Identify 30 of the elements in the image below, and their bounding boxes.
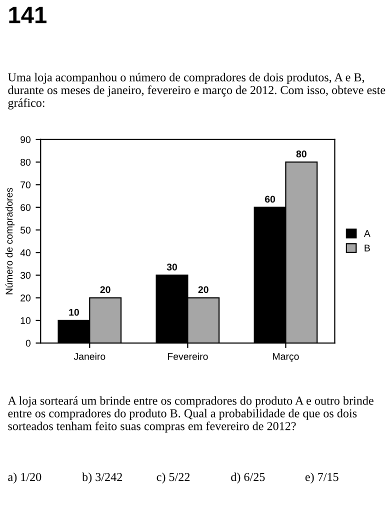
y-tick-label: 30 [20,272,31,279]
data-label: 20 [198,286,208,294]
text: 141 [9,6,46,24]
x-tick-label: Fevereiro [168,352,208,360]
text: e) 7/15 [305,472,338,484]
data-label: 80 [296,150,306,158]
data-label: 30 [166,264,178,271]
y-tick-label: 20 [20,294,31,302]
x-tick-label: Janeiro [74,352,106,360]
y-tick-label: 50 [20,226,31,234]
y-tick-label: 90 [20,136,31,144]
y-axis-title: Número de compradores [5,188,15,294]
legend-label: B [364,244,370,252]
text: c) 5/22 [156,472,190,484]
y-tick-label: 70 [20,181,31,188]
data-label: 10 [69,308,79,316]
y-tick-label: 60 [20,204,31,211]
chart-title: Uma loja acompanhou o número de compradores de dois produtos, A e B, durante os meses de janeiro, fevereiro e março de 2012. Com isso, obteve este gráfico: [8,72,386,110]
y-tick-label: 10 [20,317,31,324]
y-tick-label: 0 [26,340,31,347]
y-tick-label: 40 [20,249,31,256]
data-label: 60 [265,196,276,203]
text: A loja sorteará um brinde entre os compradores do produto A e outro brinde entre os compradores do produto B. Qual a probabilidade de que os dois sorteados tenham feito suas compras em fevereiro de 2012? [8,396,374,433]
y-tick-label: 80 [20,158,31,166]
text: b) 3/242 [82,472,122,484]
x-tick-label: Março [273,353,299,362]
legend-label: A [364,230,370,237]
text: a) 1/20 [8,472,42,484]
data-label: 20 [100,286,110,294]
text: d) 6/25 [231,472,265,484]
